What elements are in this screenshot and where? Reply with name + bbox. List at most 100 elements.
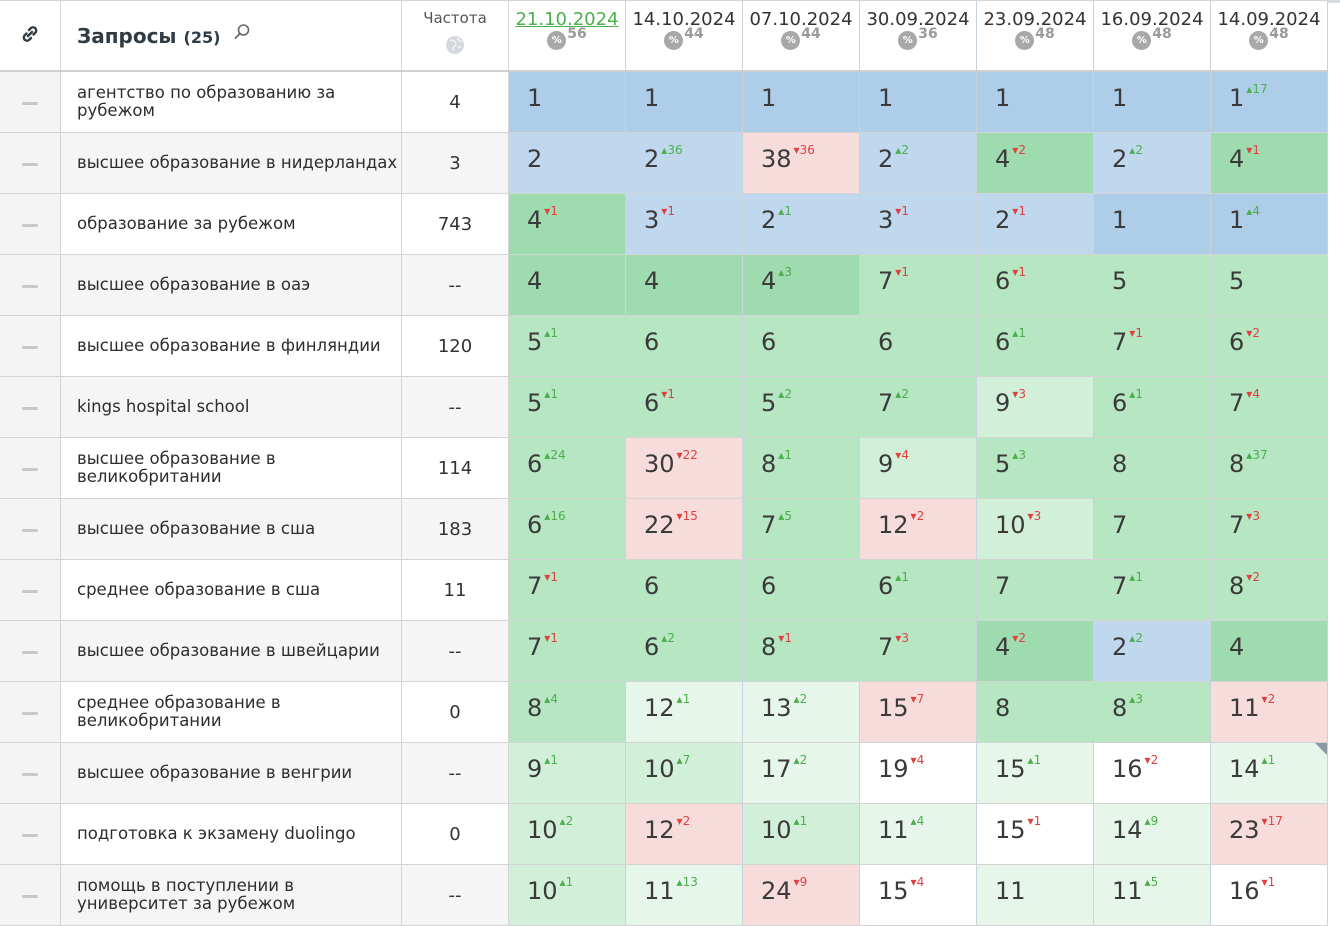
date-label[interactable]: 30.09.2024 [866, 8, 970, 30]
position-cell[interactable]: 19 ▾4 [859, 742, 977, 804]
position-cell[interactable]: 4 [625, 254, 743, 316]
position-cell[interactable]: 12 ▾2 [625, 803, 743, 865]
position-cell[interactable]: 6 ▴16 [508, 498, 626, 560]
position-cell[interactable]: 8 ▾1 [742, 620, 860, 682]
position-cell[interactable]: 6 ▴24 [508, 437, 626, 499]
date-label[interactable]: 23.09.2024 [983, 8, 1087, 30]
position-cell[interactable]: 1 [1093, 193, 1211, 255]
position-cell[interactable]: 2 ▴2 [1093, 620, 1211, 682]
date-column-header[interactable]: 23.09.2024% 48 [976, 0, 1094, 72]
position-cell[interactable]: 1 [742, 70, 860, 133]
position-cell[interactable]: 9 ▾3 [976, 376, 1094, 438]
no-link-dash-icon[interactable] [22, 162, 38, 166]
position-cell[interactable]: 1 [1093, 70, 1211, 133]
position-cell[interactable]: 4 ▾1 [508, 193, 626, 255]
query-text[interactable]: высшее образование в сша [60, 498, 402, 560]
position-cell[interactable]: 24 ▾9 [742, 864, 860, 926]
date-label[interactable]: 14.09.2024 [1217, 8, 1321, 30]
no-link-dash-icon[interactable] [22, 223, 38, 227]
date-label[interactable]: 14.10.2024 [632, 8, 736, 30]
position-cell[interactable]: 11 ▴5 [1093, 864, 1211, 926]
position-cell[interactable]: 10 ▴7 [625, 742, 743, 804]
position-cell[interactable]: 14 ▴1 [1210, 742, 1328, 804]
position-cell[interactable]: 10 ▴1 [742, 803, 860, 865]
position-cell[interactable]: 5 ▴1 [508, 315, 626, 377]
position-cell[interactable]: 3 ▾1 [859, 193, 977, 255]
position-cell[interactable]: 7 ▾4 [1210, 376, 1328, 438]
position-cell[interactable]: 4 [508, 254, 626, 316]
position-cell[interactable]: 4 ▾1 [1210, 132, 1328, 194]
position-cell[interactable]: 15 ▴1 [976, 742, 1094, 804]
position-cell[interactable]: 4 [1210, 620, 1328, 682]
position-cell[interactable]: 1 [625, 70, 743, 133]
query-text[interactable]: kings hospital school [60, 376, 402, 438]
position-cell[interactable]: 5 ▴3 [976, 437, 1094, 499]
position-cell[interactable]: 6 [742, 559, 860, 621]
no-link-dash-icon[interactable] [22, 711, 38, 715]
position-cell[interactable]: 2 [508, 132, 626, 194]
date-label[interactable]: 21.10.2024 [515, 8, 619, 30]
position-cell[interactable]: 2 ▾1 [976, 193, 1094, 255]
date-label[interactable]: 07.10.2024 [749, 8, 853, 30]
position-cell[interactable]: 1 ▴4 [1210, 193, 1328, 255]
position-cell[interactable]: 2 ▴2 [1093, 132, 1211, 194]
position-cell[interactable]: 5 ▴1 [508, 376, 626, 438]
position-cell[interactable]: 23 ▾17 [1210, 803, 1328, 865]
position-cell[interactable]: 8 [1093, 437, 1211, 499]
position-cell[interactable]: 6 ▴1 [1093, 376, 1211, 438]
date-column-header[interactable]: 21.10.2024% 56 [508, 0, 626, 72]
position-cell[interactable]: 7 ▴1 [1093, 559, 1211, 621]
position-cell[interactable]: 11 ▴13 [625, 864, 743, 926]
query-text[interactable]: высшее образование в великобритании [60, 437, 402, 499]
position-cell[interactable]: 16 ▾1 [1210, 864, 1328, 926]
date-column-header[interactable]: 16.09.2024% 48 [1093, 0, 1211, 72]
position-cell[interactable]: 7 ▾1 [859, 254, 977, 316]
position-cell[interactable]: 6 ▾1 [625, 376, 743, 438]
position-cell[interactable]: 11 ▴4 [859, 803, 977, 865]
position-cell[interactable]: 14 ▴9 [1093, 803, 1211, 865]
position-cell[interactable]: 10 ▴1 [508, 864, 626, 926]
position-cell[interactable]: 6 [625, 315, 743, 377]
position-cell[interactable]: 30 ▾22 [625, 437, 743, 499]
no-link-dash-icon[interactable] [22, 101, 38, 105]
position-cell[interactable]: 4 ▾2 [976, 620, 1094, 682]
link-column-header[interactable] [0, 0, 61, 72]
position-cell[interactable]: 6 [859, 315, 977, 377]
position-cell[interactable]: 10 ▾3 [976, 498, 1094, 560]
position-cell[interactable]: 11 ▾2 [1210, 681, 1328, 743]
position-cell[interactable]: 15 ▾4 [859, 864, 977, 926]
search-icon[interactable] [233, 23, 251, 41]
position-cell[interactable]: 8 ▴1 [742, 437, 860, 499]
position-cell[interactable]: 8 ▴4 [508, 681, 626, 743]
position-cell[interactable]: 2 ▴1 [742, 193, 860, 255]
position-cell[interactable]: 1 ▴17 [1210, 70, 1328, 133]
position-cell[interactable]: 13 ▴2 [742, 681, 860, 743]
position-cell[interactable]: 7 [1093, 498, 1211, 560]
position-cell[interactable]: 5 [1093, 254, 1211, 316]
position-cell[interactable]: 16 ▾2 [1093, 742, 1211, 804]
no-link-dash-icon[interactable] [22, 894, 38, 898]
position-cell[interactable]: 6 ▾1 [976, 254, 1094, 316]
position-cell[interactable]: 9 ▴1 [508, 742, 626, 804]
no-link-dash-icon[interactable] [22, 650, 38, 654]
date-column-header[interactable]: 07.10.2024% 44 [742, 0, 860, 72]
position-cell[interactable]: 1 [508, 70, 626, 133]
position-cell[interactable]: 7 ▾1 [508, 559, 626, 621]
query-text[interactable]: среднее образование в сша [60, 559, 402, 621]
position-cell[interactable]: 7 ▴5 [742, 498, 860, 560]
no-link-dash-icon[interactable] [22, 284, 38, 288]
position-cell[interactable]: 17 ▴2 [742, 742, 860, 804]
position-cell[interactable]: 5 [1210, 254, 1328, 316]
no-link-dash-icon[interactable] [22, 406, 38, 410]
position-cell[interactable]: 8 ▴37 [1210, 437, 1328, 499]
frequency-column-header[interactable]: Частота [401, 0, 509, 72]
query-text[interactable]: образование за рубежом [60, 193, 402, 255]
position-cell[interactable]: 7 ▾3 [859, 620, 977, 682]
position-cell[interactable]: 8 ▾2 [1210, 559, 1328, 621]
position-cell[interactable]: 15 ▾1 [976, 803, 1094, 865]
position-cell[interactable]: 7 ▴2 [859, 376, 977, 438]
position-cell[interactable]: 38 ▾36 [742, 132, 860, 194]
position-cell[interactable]: 12 ▾2 [859, 498, 977, 560]
position-cell[interactable]: 6 ▴1 [859, 559, 977, 621]
position-cell[interactable]: 8 [976, 681, 1094, 743]
